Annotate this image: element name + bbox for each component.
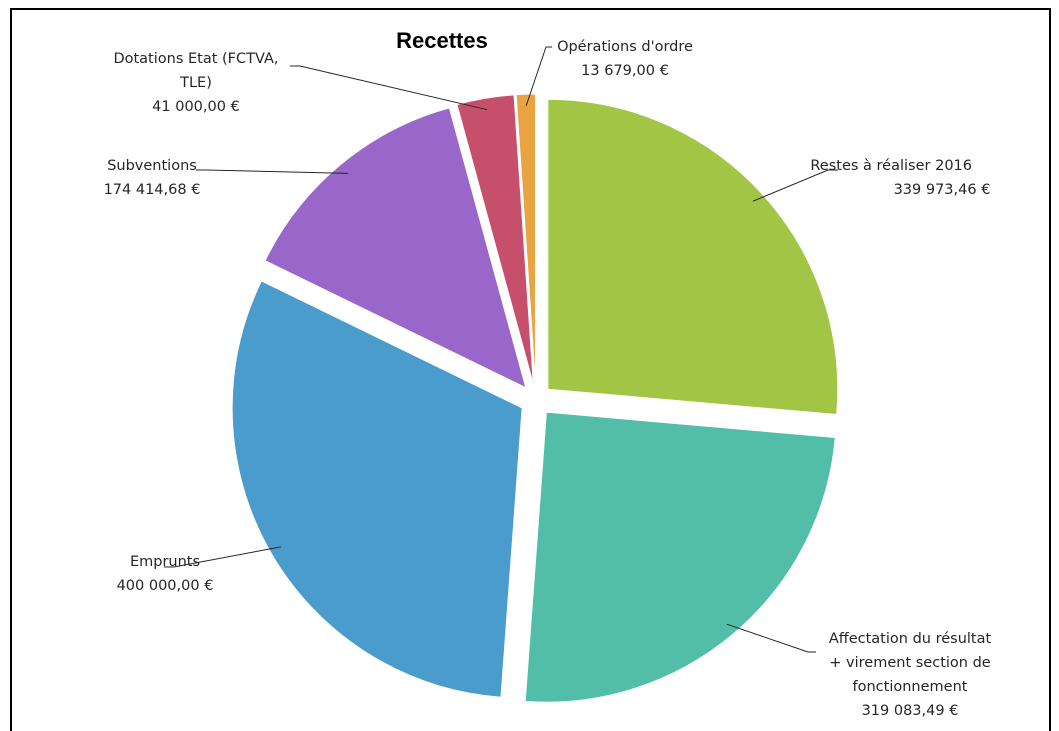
data-value-4: 41 000,00 €: [152, 99, 240, 115]
leader-line-5: [525, 46, 552, 106]
pie-slice-0: [547, 98, 839, 416]
leader-line-3: [196, 169, 349, 174]
data-label-1-line-0: Affectation du résultat: [829, 631, 992, 647]
leader-lines: [164, 46, 838, 653]
data-label-5: Opérations d'ordre 13 679,00 €: [557, 39, 693, 79]
data-label-4-line-0: Dotations Etat (FCTVA,: [113, 51, 278, 67]
data-label-2: Emprunts 400 000,00 €: [117, 554, 214, 594]
data-value-2: 400 000,00 €: [117, 578, 214, 594]
data-value-3: 174 414,68 €: [104, 182, 201, 198]
leader-line-4: [290, 65, 488, 111]
leader-line-0: [752, 169, 838, 202]
chart-title: Recettes: [396, 28, 488, 53]
slices-layer: [231, 93, 839, 703]
data-label-0: Restes à réaliser 2016 339 973,46 €: [810, 158, 990, 198]
data-label-5-line-0: Opérations d'ordre: [557, 39, 693, 55]
leader-line-1: [726, 623, 816, 653]
data-label-1: Affectation du résultat + virement sectio…: [829, 631, 992, 719]
data-labels: Restes à réaliser 2016 339 973,46 € Affect…: [104, 39, 992, 719]
pie-slice-4: [456, 94, 534, 385]
data-label-1-line-2: fonctionnement: [853, 679, 968, 695]
data-label-4-line-1: TLE): [179, 75, 212, 91]
leader-line-2: [164, 546, 281, 568]
pie-slice-2: [231, 280, 523, 698]
data-label-4: Dotations Etat (FCTVA, TLE) 41 000,00 €: [113, 51, 278, 115]
data-label-2-line-0: Emprunts: [130, 554, 200, 570]
data-label-3: Subventions 174 414,68 €: [104, 158, 201, 198]
data-value-1: 319 083,49 €: [862, 703, 959, 719]
data-label-3-line-0: Subventions: [107, 158, 197, 174]
data-value-5: 13 679,00 €: [581, 63, 669, 79]
data-value-0: 339 973,46 €: [894, 182, 991, 198]
pie-slice-1: [524, 411, 836, 703]
pie-slice-5: [515, 93, 536, 385]
data-label-1-line-1: + virement section de: [829, 655, 990, 671]
pie-slice-3: [264, 107, 527, 389]
data-label-0-line-0: Restes à réaliser 2016: [810, 158, 972, 174]
